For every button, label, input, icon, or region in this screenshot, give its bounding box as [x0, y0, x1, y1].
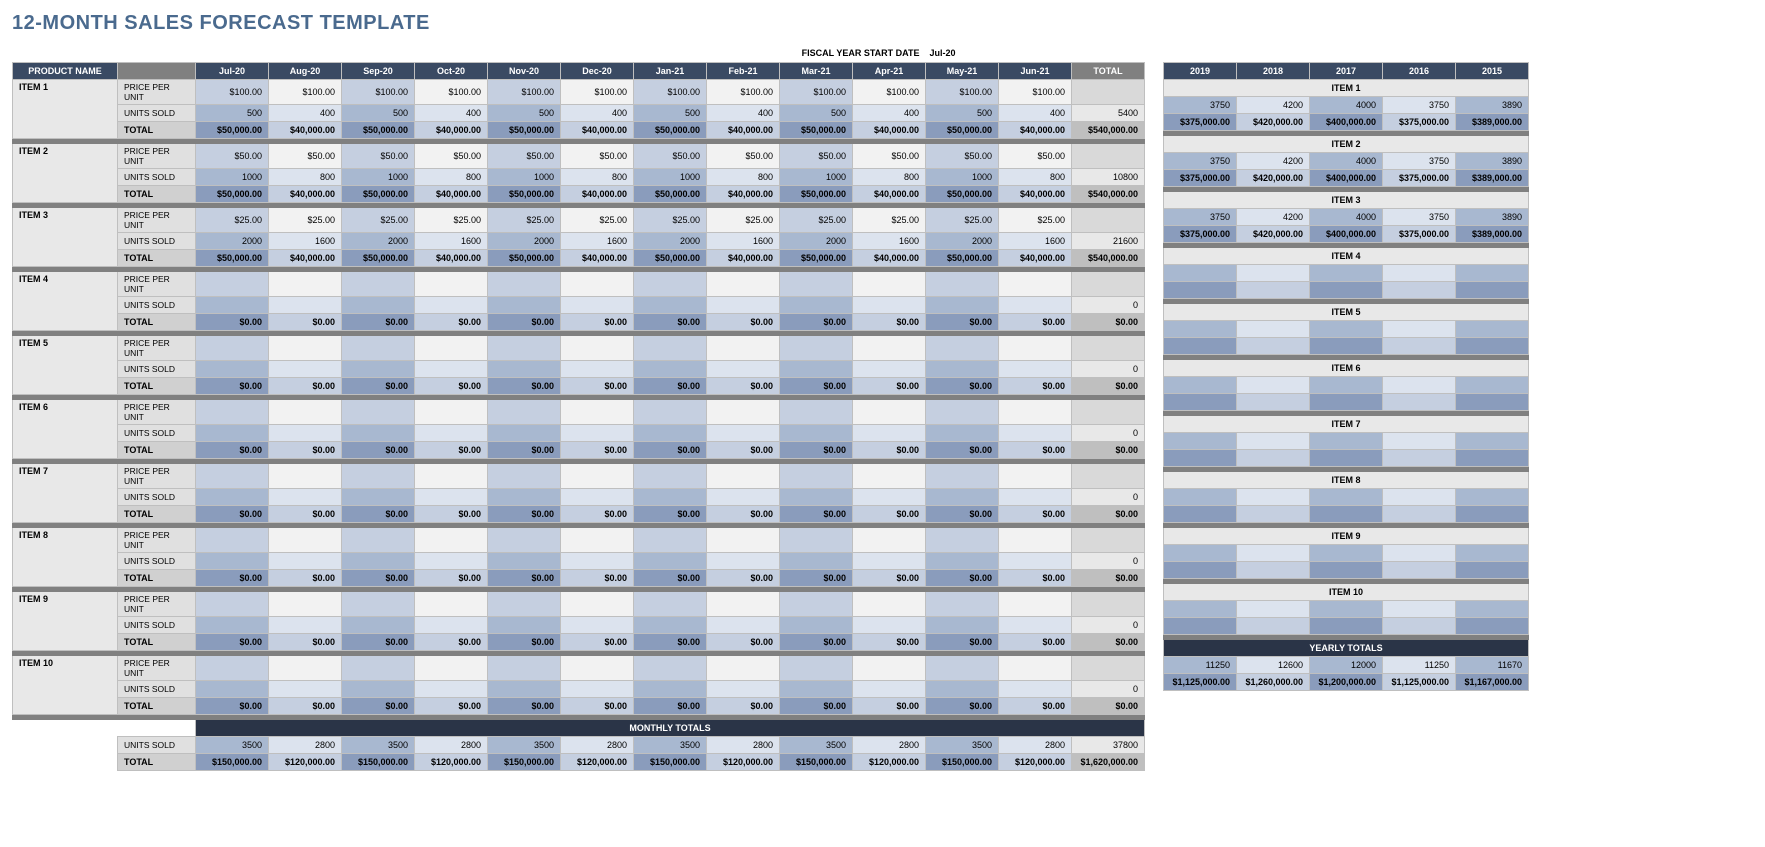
month-header: Aug-20 — [269, 62, 342, 79]
month-header: Jun-21 — [999, 62, 1072, 79]
historical-table: 20192018201720162015ITEM 137504200400037… — [1163, 45, 1529, 691]
item-name-right: ITEM 5 — [1164, 303, 1529, 320]
year-header: 2018 — [1237, 62, 1310, 79]
year-header: 2019 — [1164, 62, 1237, 79]
item-name: ITEM 4 — [13, 271, 118, 330]
item-name: ITEM 1 — [13, 79, 118, 138]
month-header: Jan-21 — [634, 62, 707, 79]
monthly-totals-header: MONTHLY TOTALS — [196, 719, 1145, 736]
item-name-right: ITEM 1 — [1164, 79, 1529, 96]
item-name: ITEM 8 — [13, 527, 118, 586]
yearly-totals-header: YEARLY TOTALS — [1164, 639, 1529, 656]
item-name: ITEM 6 — [13, 399, 118, 458]
item-name: ITEM 3 — [13, 207, 118, 266]
item-name: ITEM 9 — [13, 591, 118, 650]
item-name: ITEM 2 — [13, 143, 118, 202]
item-name-right: ITEM 3 — [1164, 191, 1529, 208]
item-name-right: ITEM 9 — [1164, 527, 1529, 544]
month-header: Oct-20 — [415, 62, 488, 79]
item-name-right: ITEM 4 — [1164, 247, 1529, 264]
item-name: ITEM 10 — [13, 655, 118, 714]
forecast-table: FISCAL YEAR START DATEJul-20PRODUCT NAME… — [12, 45, 1145, 771]
month-header: Apr-21 — [853, 62, 926, 79]
item-name-right: ITEM 6 — [1164, 359, 1529, 376]
item-name-right: ITEM 8 — [1164, 471, 1529, 488]
month-header: Jul-20 — [196, 62, 269, 79]
year-header: 2015 — [1456, 62, 1529, 79]
page-title: 12-MONTH SALES FORECAST TEMPLATE — [12, 12, 1753, 35]
month-header: Mar-21 — [780, 62, 853, 79]
item-name: ITEM 7 — [13, 463, 118, 522]
year-header: 2017 — [1310, 62, 1383, 79]
item-name-right: ITEM 10 — [1164, 583, 1529, 600]
item-name-right: ITEM 2 — [1164, 135, 1529, 152]
item-name: ITEM 5 — [13, 335, 118, 394]
month-header: Dec-20 — [561, 62, 634, 79]
year-header: 2016 — [1383, 62, 1456, 79]
item-name-right: ITEM 7 — [1164, 415, 1529, 432]
month-header: Sep-20 — [342, 62, 415, 79]
month-header: May-21 — [926, 62, 999, 79]
product-name-header: PRODUCT NAME — [13, 62, 118, 79]
month-header: Nov-20 — [488, 62, 561, 79]
month-header: Feb-21 — [707, 62, 780, 79]
